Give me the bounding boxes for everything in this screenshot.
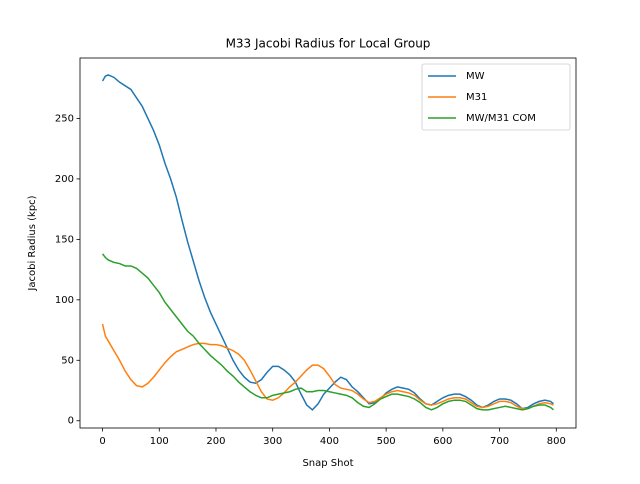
x-tick-label: 800 [547, 436, 566, 447]
x-tick-label: 400 [320, 436, 339, 447]
x-tick-label: 700 [490, 436, 509, 447]
y-tick-label: 150 [55, 234, 74, 245]
x-tick-label: 0 [99, 436, 105, 447]
series-line [101, 253, 554, 411]
x-axis-label: Snap Shot [302, 458, 353, 469]
y-tick-label: 0 [68, 416, 74, 427]
y-tick-label: 50 [61, 355, 74, 366]
x-tick-label: 300 [263, 436, 282, 447]
plot-frame [79, 57, 577, 429]
legend-label: M31 [466, 92, 487, 103]
legend-box [421, 63, 571, 131]
y-axis-label: Jacobi Radius (kpc) [27, 195, 38, 291]
x-tick-label: 200 [206, 436, 225, 447]
legend-label: MW [466, 71, 485, 82]
y-tick-label: 250 [55, 113, 74, 124]
x-tick-label: 500 [377, 436, 396, 447]
series-line [101, 323, 554, 410]
legend-label: MW/M31 COM [466, 113, 536, 124]
x-tick-label: 100 [150, 436, 169, 447]
y-tick-label: 100 [55, 295, 74, 306]
y-tick-label: 200 [55, 174, 74, 185]
chart-title: M33 Jacobi Radius for Local Group [226, 37, 431, 51]
x-tick-label: 600 [433, 436, 452, 447]
